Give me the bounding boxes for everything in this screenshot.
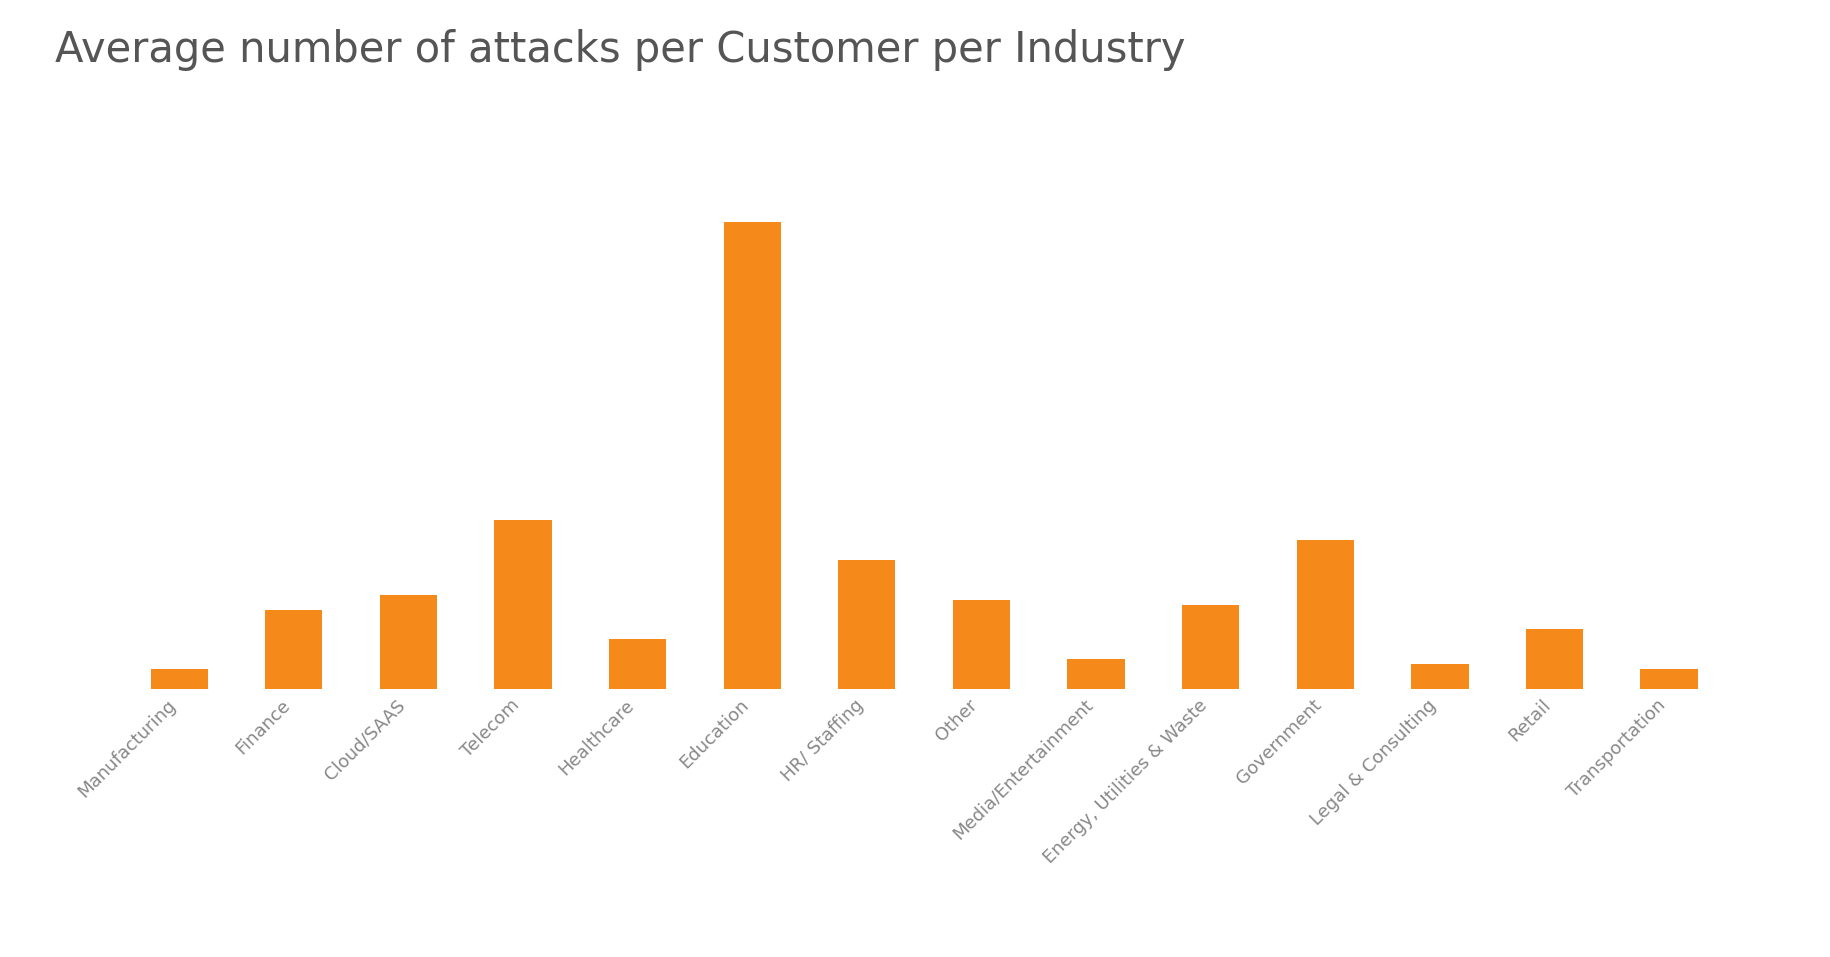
Bar xyxy=(1640,669,1698,689)
Bar xyxy=(1067,659,1125,689)
Bar xyxy=(723,222,781,689)
Bar xyxy=(1411,664,1468,689)
Bar xyxy=(1182,605,1239,689)
Bar xyxy=(1297,540,1354,689)
Bar xyxy=(150,669,209,689)
Bar xyxy=(1526,630,1583,689)
Bar xyxy=(609,639,666,689)
Bar xyxy=(953,600,1010,689)
Text: Average number of attacks per Customer per Industry: Average number of attacks per Customer p… xyxy=(55,29,1186,71)
Bar xyxy=(838,560,895,689)
Bar xyxy=(494,520,551,689)
Bar xyxy=(265,610,322,689)
Bar xyxy=(381,594,437,689)
